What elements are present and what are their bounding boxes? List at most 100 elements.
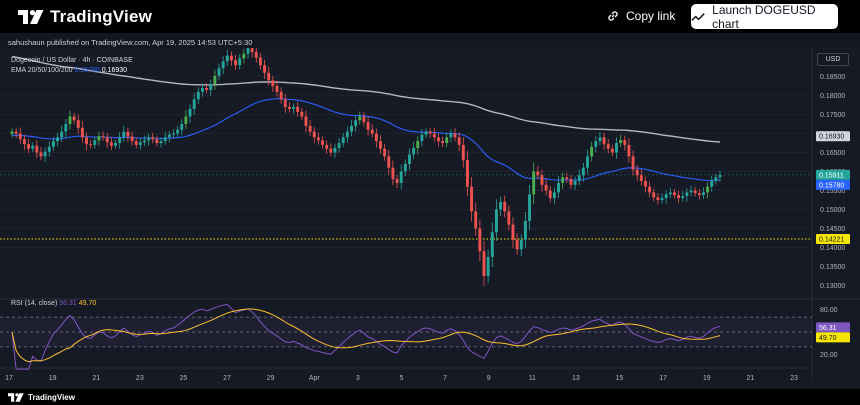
candle-body xyxy=(333,147,337,153)
publisher-line: sahushaun published on TradingView.com, … xyxy=(8,38,253,47)
link-icon xyxy=(608,11,618,21)
launch-chart-label: Launch DOGEUSD chart xyxy=(712,2,816,31)
candle-body xyxy=(437,137,440,142)
candle-body xyxy=(470,186,474,212)
candle-body xyxy=(664,194,668,199)
candle-body xyxy=(606,144,610,149)
candle-body xyxy=(668,192,672,195)
candle-body xyxy=(689,190,693,193)
candle-body xyxy=(68,116,72,125)
candle-body xyxy=(552,192,556,199)
candle-body xyxy=(648,186,652,193)
candle-body xyxy=(271,80,275,87)
candle-body xyxy=(540,175,544,185)
candle-body xyxy=(105,137,109,143)
price-tag-bg xyxy=(816,169,850,180)
candle-body xyxy=(681,196,685,199)
candle-body xyxy=(615,143,618,153)
candle-body xyxy=(428,131,432,134)
time-tick-label: 11 xyxy=(529,375,536,382)
candle-body xyxy=(254,51,258,58)
candle-body xyxy=(619,139,623,144)
time-tick-label: 25 xyxy=(180,375,188,382)
candle-body xyxy=(569,179,573,185)
candle-body xyxy=(238,58,242,66)
candle-body xyxy=(370,129,374,134)
candle-body xyxy=(507,211,511,225)
candle-body xyxy=(350,125,353,132)
candle-body xyxy=(209,84,213,90)
ema-value-slow: 0.16930 xyxy=(101,67,128,74)
chart-area[interactable]: 0.190000.185000.180000.175000.170000.165… xyxy=(0,48,860,393)
candle-body xyxy=(14,131,18,134)
time-tick-label: 17 xyxy=(659,375,667,382)
candle-body xyxy=(97,136,101,141)
rsi-legend: RSI (14, close) 56.31 49.70 xyxy=(11,300,96,307)
rsi-tick-label: 20.00 xyxy=(820,352,838,359)
candle-body xyxy=(379,141,382,149)
candle-body xyxy=(598,137,602,142)
candle-body xyxy=(420,134,424,142)
candle-body xyxy=(60,131,64,138)
time-tick-label: 23 xyxy=(790,375,798,382)
candle-body xyxy=(122,131,126,138)
price-labels: 0.16930 0.15911 0.15780 0.14221 56.31 49.70 xyxy=(816,131,850,343)
candle-body xyxy=(51,141,55,147)
candle-body xyxy=(701,192,705,196)
candle-body xyxy=(89,144,93,146)
candle-body xyxy=(710,180,714,187)
candle-body xyxy=(22,139,26,145)
rsi-tag-bg xyxy=(816,332,850,343)
price-tick-label: 0.14000 xyxy=(820,245,845,252)
candle-body xyxy=(408,154,411,164)
candle-body xyxy=(511,224,515,240)
candle-body xyxy=(304,116,308,126)
time-tick-label: 29 xyxy=(267,375,275,382)
candle-body xyxy=(159,141,163,144)
rsi-lines xyxy=(11,303,721,370)
candle-body xyxy=(316,137,320,141)
candle-body xyxy=(586,156,589,168)
candle-body xyxy=(221,61,225,69)
candle-body xyxy=(258,57,262,66)
candle-body xyxy=(217,68,221,76)
price-chart[interactable]: 0.190000.185000.180000.175000.170000.165… xyxy=(0,48,860,393)
candle-body xyxy=(685,192,689,197)
brand-name: TradingView xyxy=(50,7,153,26)
time-tick-label: 7 xyxy=(443,375,447,382)
launch-chart-button[interactable]: Launch DOGEUSD chart xyxy=(691,2,838,31)
footer-brand[interactable]: TradingView xyxy=(28,392,75,402)
tradingview-logo[interactable]: TradingView xyxy=(18,6,152,28)
candle-body xyxy=(201,87,204,92)
candle-body xyxy=(242,53,246,59)
chart-legend: Dogecoin / US Dollar · 4h · COINBASE EMA… xyxy=(11,56,133,76)
candle-body xyxy=(499,201,503,210)
candle-body xyxy=(557,182,560,193)
candle-body xyxy=(337,143,341,148)
price-tag-bg xyxy=(816,179,850,190)
candle-body xyxy=(561,177,565,183)
candle-body xyxy=(205,87,209,90)
candle-body xyxy=(31,145,35,149)
time-tick-label: 27 xyxy=(223,375,231,382)
currency-selector[interactable]: USD xyxy=(817,53,849,66)
candle-body xyxy=(358,116,362,121)
candle-body xyxy=(47,146,51,152)
copy-link-button[interactable]: Copy link xyxy=(606,7,675,25)
candle-body xyxy=(225,55,229,62)
candle-body xyxy=(482,251,486,276)
rsi-tag: 56.31 xyxy=(819,325,837,332)
time-tick-label: Apr xyxy=(309,375,321,382)
candle-body xyxy=(515,239,519,250)
candle-body xyxy=(610,148,614,153)
candle-body xyxy=(292,106,295,109)
candle-body xyxy=(147,137,151,141)
candles xyxy=(10,48,722,286)
candle-body xyxy=(192,99,196,109)
top-bar: TradingView Copy link Launch DOGEUSD cha… xyxy=(0,0,860,33)
candle-body xyxy=(184,116,188,125)
candle-body xyxy=(118,137,122,144)
candle-body xyxy=(519,239,523,250)
price-tick-label: 0.15000 xyxy=(820,207,845,214)
price-tag-bg xyxy=(816,234,850,245)
